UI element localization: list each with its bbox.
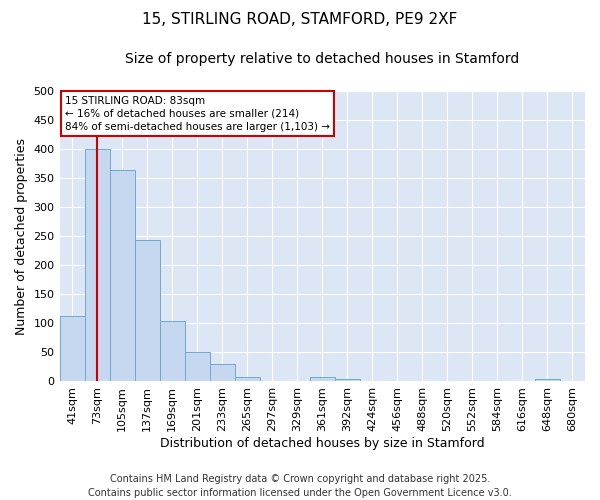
- Y-axis label: Number of detached properties: Number of detached properties: [15, 138, 28, 335]
- Text: 15 STIRLING ROAD: 83sqm
← 16% of detached houses are smaller (214)
84% of semi-d: 15 STIRLING ROAD: 83sqm ← 16% of detache…: [65, 96, 330, 132]
- Bar: [235, 377, 260, 382]
- Bar: [335, 378, 360, 382]
- Title: Size of property relative to detached houses in Stamford: Size of property relative to detached ho…: [125, 52, 520, 66]
- Bar: [110, 170, 134, 382]
- Bar: [535, 378, 560, 382]
- Text: 15, STIRLING ROAD, STAMFORD, PE9 2XF: 15, STIRLING ROAD, STAMFORD, PE9 2XF: [142, 12, 458, 28]
- Bar: [134, 240, 160, 382]
- Bar: [160, 320, 185, 382]
- Bar: [85, 150, 110, 382]
- Bar: [209, 364, 235, 382]
- Bar: [310, 377, 335, 382]
- Bar: [59, 316, 85, 382]
- Text: Contains HM Land Registry data © Crown copyright and database right 2025.
Contai: Contains HM Land Registry data © Crown c…: [88, 474, 512, 498]
- Bar: [185, 352, 209, 382]
- X-axis label: Distribution of detached houses by size in Stamford: Distribution of detached houses by size …: [160, 437, 485, 450]
